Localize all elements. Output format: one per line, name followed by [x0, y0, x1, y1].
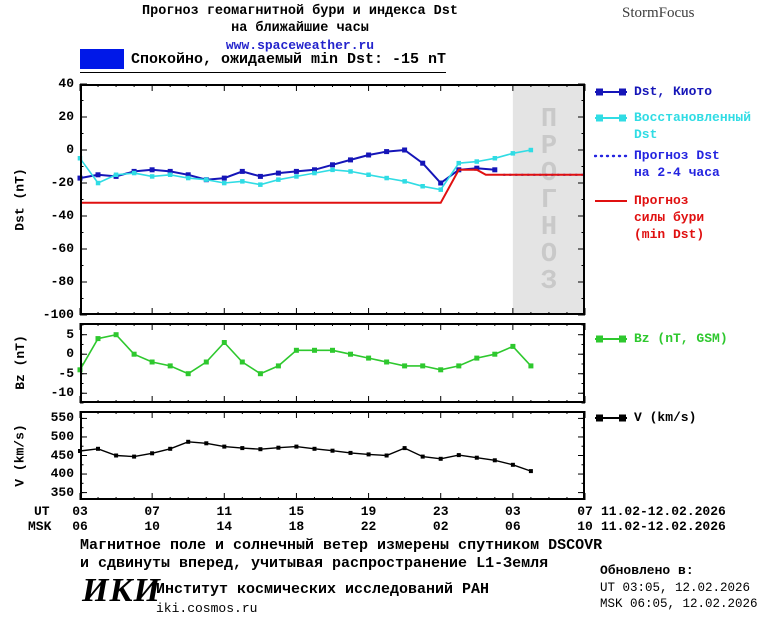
- page-title: Прогноз геомагнитной бури и индекса Dst: [142, 4, 458, 19]
- legend-bz: Bz (nT, GSM): [594, 331, 728, 348]
- legend-label: Dst, Киото: [634, 84, 713, 99]
- legend-restored-dst-marker-icon: [595, 114, 627, 122]
- x-tick-label: 06: [72, 519, 88, 534]
- y-tick-label: -60: [50, 241, 74, 256]
- y-tick-label: 550: [50, 410, 74, 426]
- x-tick-label: 19: [360, 504, 377, 519]
- y-tick-label: -10: [50, 385, 74, 401]
- svg-text:З: З: [541, 267, 557, 297]
- legend-storm-forecast: Прогноз силы бури (min Dst): [594, 193, 704, 244]
- x-tick-label: 10: [577, 519, 593, 534]
- y-tick-label: 450: [50, 447, 74, 463]
- x-tick-label: 23: [432, 504, 449, 519]
- legend-dst-kyoto: Dst, Киото: [594, 84, 712, 101]
- x-tick-label: 06: [505, 519, 521, 534]
- y-tick-label: 5: [66, 326, 74, 342]
- y-tick-label: -80: [50, 274, 74, 289]
- x-tick-label: 03: [505, 504, 521, 519]
- legend-restored-dst: Восстановленный Dst: [594, 110, 751, 144]
- updated-heading: Обновлено в:: [600, 563, 694, 578]
- y-tick-label: -5: [58, 365, 74, 381]
- y-tick-label: -20: [50, 175, 74, 190]
- legend-label: Прогноз Dst на 2-4 часа: [634, 148, 720, 180]
- y-tick-label: 0: [66, 346, 74, 362]
- storm-status-text: Спокойно, ожидаемый min Dst: -15 nT: [131, 50, 447, 68]
- y-tick-label: 0: [66, 142, 74, 157]
- v-plot: [78, 411, 586, 500]
- svg-text:П: П: [541, 105, 557, 135]
- x-tick-label: 22: [360, 519, 377, 534]
- x-tick-label: 11: [216, 504, 233, 519]
- x-tick-label: 15: [288, 504, 305, 519]
- iki-logo: ИКИ: [82, 572, 161, 609]
- y-tick-label: -100: [42, 307, 74, 322]
- updated-ut-time: UT 03:05, 12.02.2026: [600, 581, 751, 595]
- legend-label: Восстановленный Dst: [634, 110, 752, 142]
- svg-text:Р: Р: [541, 132, 557, 162]
- bz-axis-title: Bz (nT): [12, 335, 28, 390]
- x-tick-label: 02: [432, 519, 449, 534]
- footnote-line2: и сдвинуты вперед, учитывая распростране…: [80, 555, 549, 572]
- legend-dst-kyoto-marker-icon: [595, 88, 627, 96]
- legend-v: V (km/s): [594, 410, 696, 427]
- updated-msk-time: MSK 06:05, 12.02.2026: [600, 597, 758, 611]
- svg-text:Г: Г: [541, 186, 557, 216]
- x-tick-label: 10: [144, 519, 160, 534]
- ut-axis-prefix: UT: [34, 504, 50, 519]
- y-tick-label: 40: [58, 76, 74, 91]
- x-tick-label: 07: [144, 504, 160, 519]
- quiet-status-color-swatch: [80, 49, 124, 69]
- legend-label: V (km/s): [634, 410, 697, 425]
- y-tick-label: 400: [50, 466, 74, 482]
- page-subtitle: на ближайшие часы: [231, 21, 369, 36]
- ut-date-range: 11.02-12.02.2026: [601, 504, 726, 519]
- dst-axis-title: Dst (nT): [12, 168, 28, 231]
- footnote-line1: Магнитное поле и солнечный ветер измерен…: [80, 537, 603, 554]
- v-axis-title: V (km/s): [12, 424, 28, 487]
- svg-text:Н: Н: [541, 213, 557, 243]
- legend-storm-forecast-marker-icon: [595, 200, 627, 202]
- v-chart-panel: 550 500 450 400 350: [51, 410, 586, 500]
- msk-date-range: 11.02-12.02.2026: [601, 519, 726, 534]
- brand-label: StormFocus: [622, 5, 695, 21]
- legend-bz-marker-icon: [595, 335, 627, 343]
- storm-status-banner: Спокойно, ожидаемый min Dst: -15 nT: [80, 49, 447, 73]
- y-tick-label: 20: [58, 109, 74, 124]
- legend-v-marker-icon: [595, 414, 627, 422]
- x-tick-label: 18: [288, 519, 305, 534]
- iki-site-link[interactable]: iki.cosmos.ru: [156, 601, 258, 616]
- bz-plot: [77, 323, 586, 404]
- bz-chart-panel: 5 0 -5 -10: [51, 323, 586, 404]
- x-tick-label: 07: [577, 504, 593, 519]
- x-tick-label: 03: [72, 504, 88, 519]
- y-tick-label: 500: [50, 428, 74, 444]
- y-tick-label: 350: [50, 484, 74, 500]
- spaceweather-link[interactable]: www.spaceweather.ru: [225, 38, 375, 53]
- legend-forecast-dst-marker-icon: [594, 154, 628, 158]
- msk-axis-prefix: MSK: [28, 519, 52, 534]
- legend-forecast-dst: Прогноз Dst на 2-4 часа: [594, 148, 720, 182]
- y-tick-label: -40: [50, 208, 74, 223]
- legend-label: Bz (nT, GSM): [634, 331, 728, 346]
- institute-name: Институт космических исследований РАН: [156, 581, 490, 598]
- x-tick-label: 14: [216, 519, 233, 534]
- legend-label: Прогноз силы бури (min Dst): [634, 193, 705, 242]
- svg-text:О: О: [541, 240, 557, 270]
